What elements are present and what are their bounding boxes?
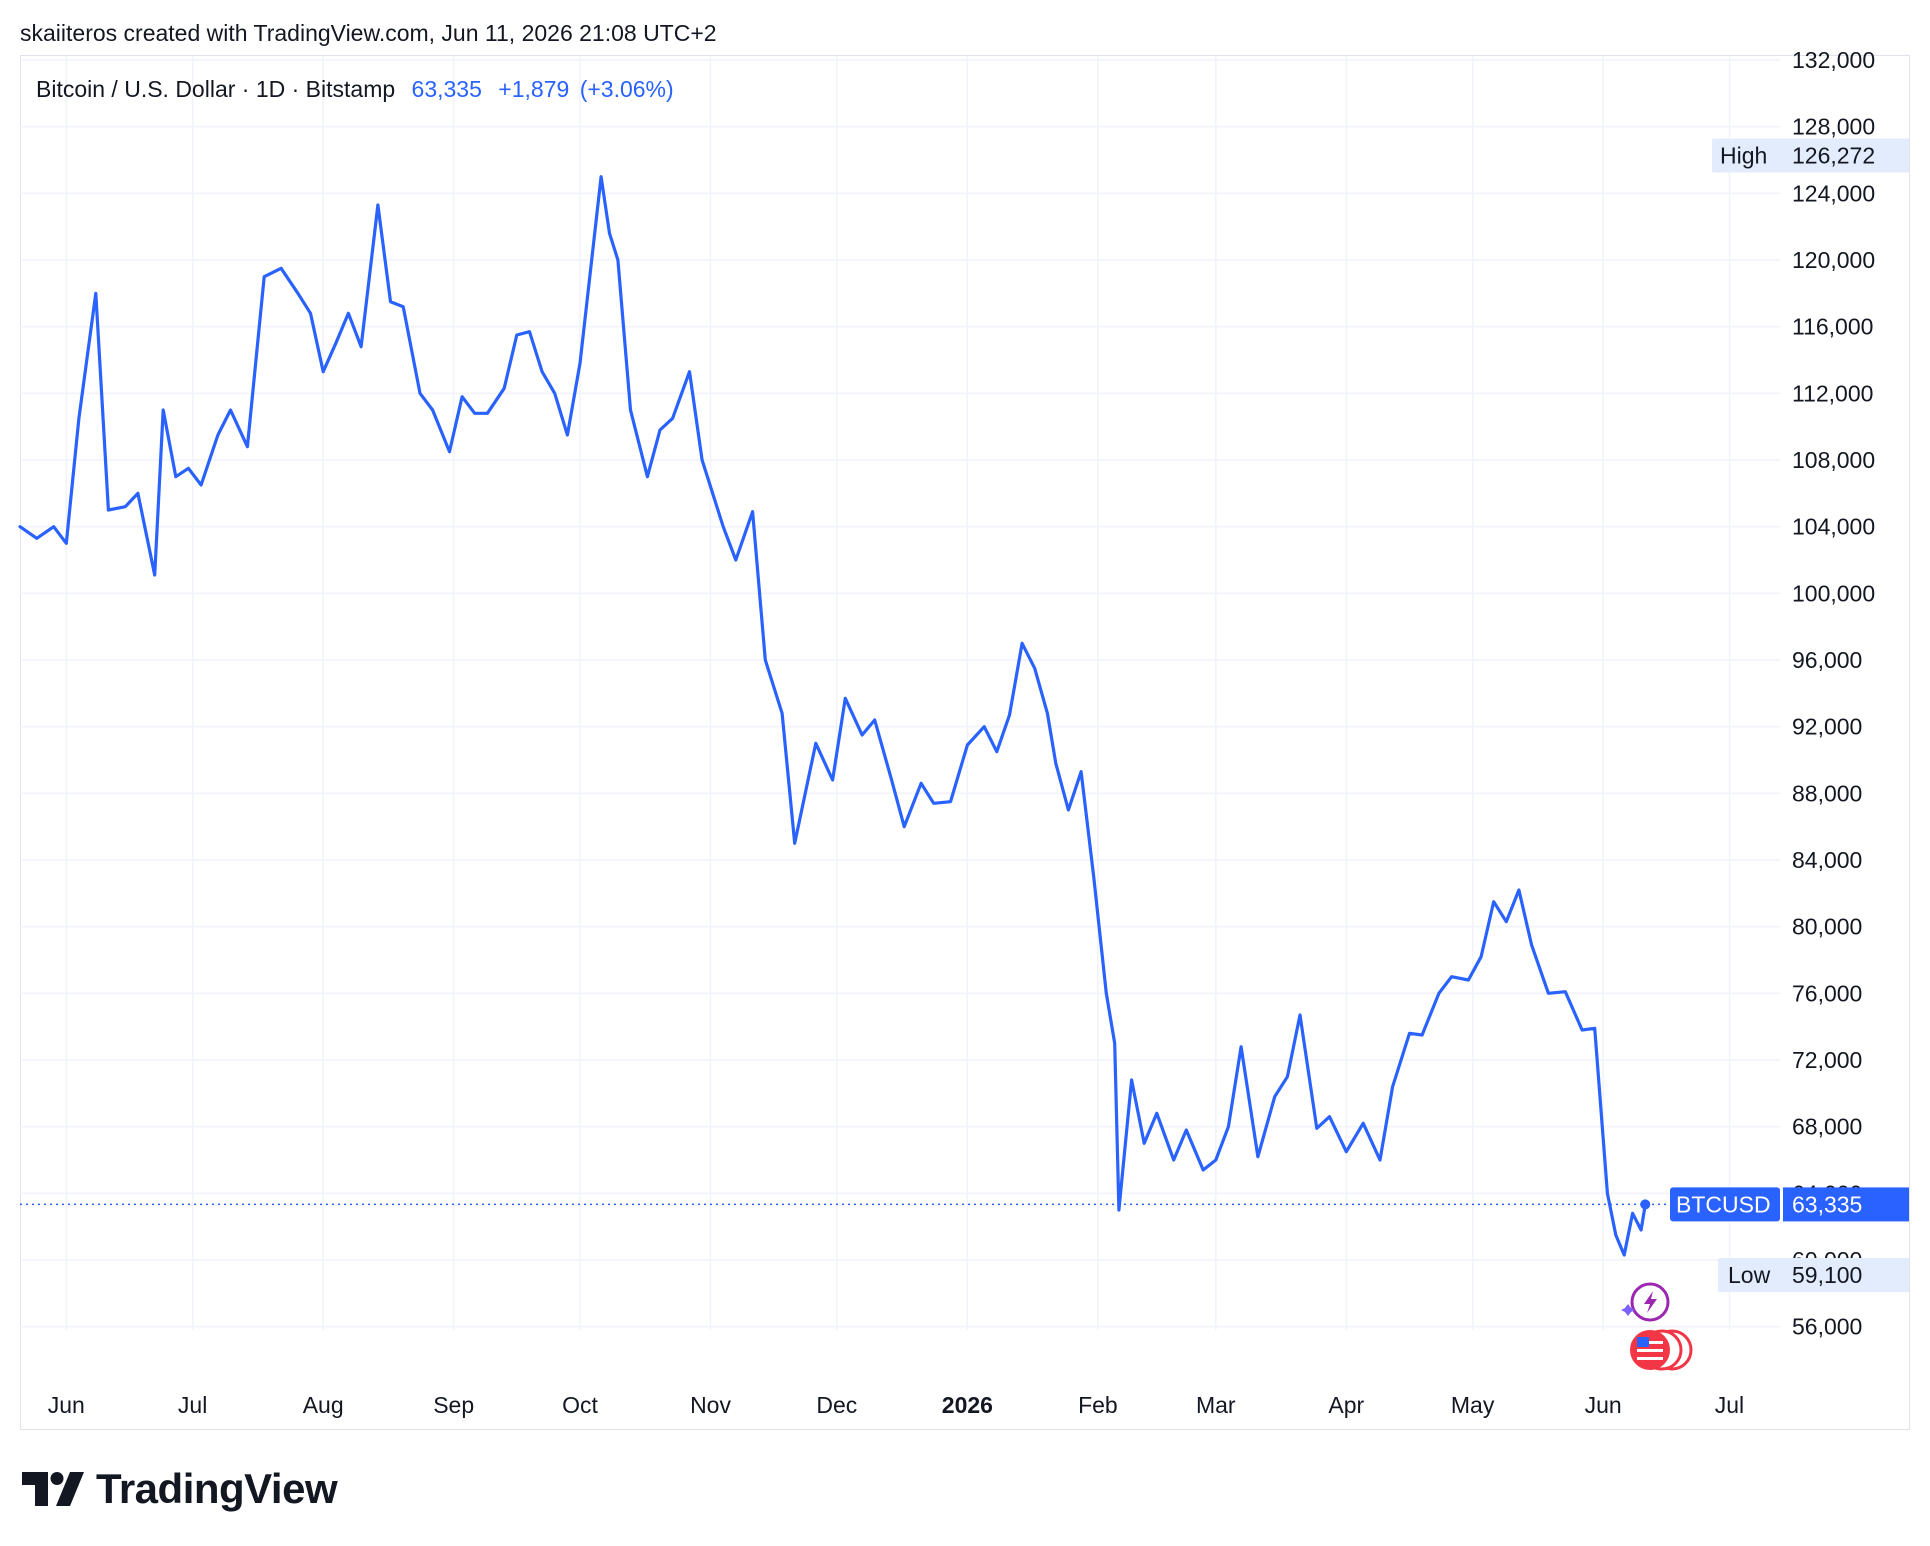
low-value: 59,100 [1792,1262,1862,1288]
symbol-legend[interactable]: Bitcoin / U.S. Dollar · 1D · Bitstamp 63… [36,76,674,103]
chart-frame[interactable] [20,55,1910,1430]
time-tick-label: Jul [178,1392,207,1418]
time-tick-label: Aug [303,1392,344,1418]
price-tick-label: 92,000 [1792,714,1862,740]
time-tick-label: Jun [48,1392,85,1418]
us-flag-event-icon[interactable] [1630,1329,1693,1371]
low-value-box [1782,1258,1909,1292]
marker-layer: High 126,272 Low 59,100 BTCUSD 63,335 [20,138,1909,1292]
price-tick-label: 88,000 [1792,780,1862,806]
time-tick-label: Apr [1328,1392,1364,1418]
series-layer [18,175,1647,1257]
price-tick-label: 128,000 [1792,114,1875,140]
event-layer[interactable] [1621,1282,1693,1371]
price-tick-label: 68,000 [1792,1114,1862,1140]
price-tick-label: 104,000 [1792,514,1875,540]
time-tick-label: Oct [562,1392,598,1418]
price-tick-label: 100,000 [1792,580,1875,606]
last-price-badge-value: 63,335 [1792,1191,1862,1217]
price-change-percent: (+3.06%) [579,76,674,102]
high-value: 126,272 [1792,142,1875,168]
price-tick-label: 72,000 [1792,1047,1862,1073]
symbol-badge-label: BTCUSD [1676,1191,1771,1217]
price-tick-label: 84,000 [1792,847,1862,873]
price-tick-label: 80,000 [1792,914,1862,940]
time-tick-label: Sep [433,1392,474,1418]
last-price-badge [1783,1187,1909,1222]
time-tick-label: Dec [816,1392,857,1418]
time-tick-label: Feb [1078,1392,1118,1418]
price-tick-label: 124,000 [1792,180,1875,206]
time-axis[interactable]: Jun Jul Aug Sep Oct Nov Dec 2026 Feb Mar Apr May Jun… [48,1392,1744,1418]
price-tick-label: 112,000 [1792,380,1873,406]
grid [20,56,1780,1330]
price-tick-label: 116,000 [1792,314,1873,340]
price-tick-label: 76,000 [1792,980,1862,1006]
time-tick-label: Nov [690,1392,731,1418]
time-tick-label: Jul [1715,1392,1744,1418]
last-price: 63,335 [411,76,482,102]
high-value-box [1782,138,1909,173]
time-tick-label: Mar [1196,1392,1236,1418]
tradingview-logo-icon [22,1472,84,1506]
last-price-dot [1640,1199,1651,1210]
lightning-event-icon[interactable] [1621,1282,1670,1322]
price-axis[interactable]: 132,000 128,000 124,000 120,000 116,000 112,0… [1792,47,1875,1340]
price-tick-label: 120,000 [1792,247,1875,273]
symbol-badge[interactable] [1670,1187,1780,1222]
chart-credit: skaiiteros created with TradingView.com,… [20,20,717,46]
price-tick-label: 108,000 [1792,447,1875,473]
price-change: +1,879 [498,76,570,102]
brand-name: TradingView [96,1465,338,1512]
tradingview-brand[interactable]: TradingView [22,1465,338,1513]
price-tick-label: 132,000 [1792,47,1875,73]
price-line [18,175,1647,1257]
time-tick-label: Jun [1585,1392,1622,1418]
symbol-title: Bitcoin / U.S. Dollar · 1D · Bitstamp [36,76,396,102]
low-label: Low [1728,1262,1771,1288]
price-tick-label: 56,000 [1792,1314,1862,1340]
price-tick-label: 96,000 [1792,647,1862,673]
high-label: High [1720,142,1767,168]
time-tick-label: May [1451,1392,1495,1418]
time-tick-label: 2026 [942,1392,993,1418]
